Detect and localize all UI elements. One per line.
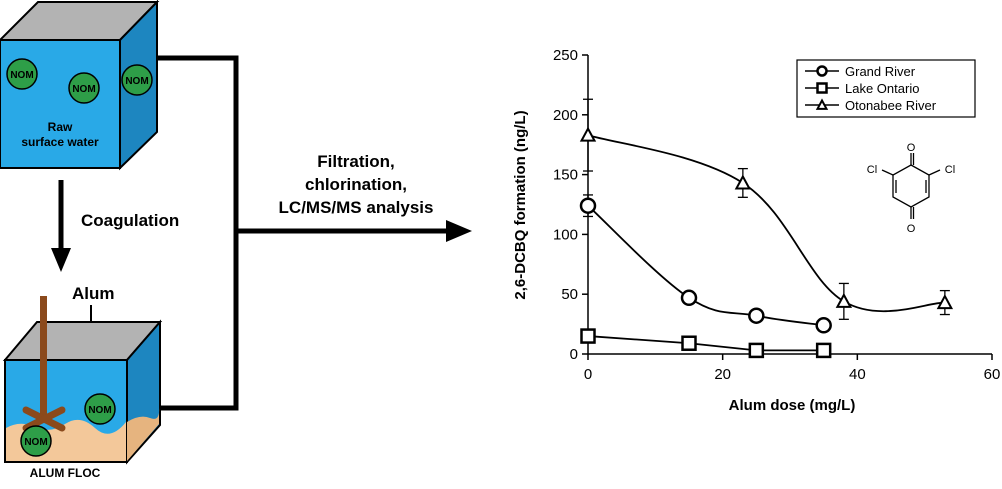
data-point <box>734 174 752 190</box>
svg-text:NOM: NOM <box>24 437 47 448</box>
svg-text:NOM: NOM <box>125 76 148 87</box>
chart-legend: Grand River Lake Ontario Otonabee River <box>796 59 976 118</box>
x-tick-label: 20 <box>714 366 731 383</box>
legend-label: Otonabee River <box>845 98 937 113</box>
raw-tank-label-line1: Raw <box>48 120 73 134</box>
legend-label: Grand River <box>845 64 916 79</box>
molecule-oxygen-bottom: O <box>907 223 916 235</box>
raw-water-tank: NOM NOM NOM Raw surface water <box>0 0 160 171</box>
floc-tank: NOM NOM ALUM FLOC <box>2 296 163 480</box>
legend-marker <box>816 82 828 94</box>
series-grand-river <box>579 194 832 334</box>
nom-particle: NOM <box>68 72 100 104</box>
data-point <box>580 328 596 344</box>
svg-text:NOM: NOM <box>72 84 95 95</box>
y-tick-label: 100 <box>553 226 578 243</box>
chart-series <box>579 98 954 359</box>
series-lake-ontario <box>580 328 832 359</box>
molecule-chlorine-left: Cl <box>867 164 877 176</box>
dcbq-chart: 0 50 100 150 200 250 0 20 40 60 2,6-DCBQ formatio… <box>512 47 1000 414</box>
series-otonabee-river <box>579 98 954 320</box>
dcbq-molecule <box>881 153 941 219</box>
data-point <box>815 317 832 334</box>
x-tick-label: 0 <box>584 366 592 383</box>
nom-particle: NOM <box>6 58 38 90</box>
y-tick-label: 250 <box>553 47 578 64</box>
molecule-chlorine-right: Cl <box>945 164 955 176</box>
alum-label: Alum <box>72 284 115 303</box>
coagulation-label: Coagulation <box>81 211 179 230</box>
svg-text:NOM: NOM <box>88 405 111 416</box>
y-axis-label: 2,6-DCBQ formation (ng/L) <box>512 110 529 299</box>
y-tick-label: 200 <box>553 107 578 124</box>
coagulation-arrow <box>51 180 71 272</box>
data-point <box>936 293 954 310</box>
series-line <box>587 335 824 352</box>
x-axis-label: Alum dose (mg/L) <box>729 397 856 414</box>
y-tick-label: 50 <box>561 286 578 303</box>
x-tick-label: 40 <box>849 366 866 383</box>
process-label-line3: LC/MS/MS analysis <box>279 198 434 217</box>
raw-tank-front <box>0 39 121 169</box>
data-point <box>681 335 697 351</box>
y-tick-label: 150 <box>553 167 578 184</box>
molecule-oxygen-top: O <box>907 142 916 154</box>
raw-tank-label-line2: surface water <box>21 135 99 149</box>
data-point <box>835 292 853 308</box>
stirrer <box>22 296 66 432</box>
process-connector <box>157 55 472 411</box>
process-label-line2: chlorination, <box>305 175 407 194</box>
process-label-line1: Filtration, <box>317 152 394 171</box>
data-point <box>579 126 597 142</box>
data-point <box>748 342 765 359</box>
floc-label: ALUM FLOC <box>30 466 101 480</box>
y-tick-label: 0 <box>570 346 578 363</box>
data-point <box>748 307 765 324</box>
data-point <box>579 197 597 214</box>
x-tick-label: 60 <box>984 366 1001 383</box>
data-point <box>680 289 698 307</box>
legend-marker <box>816 65 828 77</box>
nom-particle: NOM <box>20 425 52 457</box>
series-line <box>587 134 945 313</box>
legend-label: Lake Ontario <box>845 81 919 96</box>
chart-axes: 0 50 100 150 200 250 0 20 40 60 <box>553 47 1000 383</box>
data-point <box>815 342 832 359</box>
series-line <box>587 205 824 327</box>
floc-layer-side <box>127 408 160 461</box>
nom-particle: NOM <box>121 64 153 96</box>
nom-particle: NOM <box>84 393 116 425</box>
legend-marker <box>815 98 829 110</box>
svg-text:NOM: NOM <box>10 70 33 81</box>
